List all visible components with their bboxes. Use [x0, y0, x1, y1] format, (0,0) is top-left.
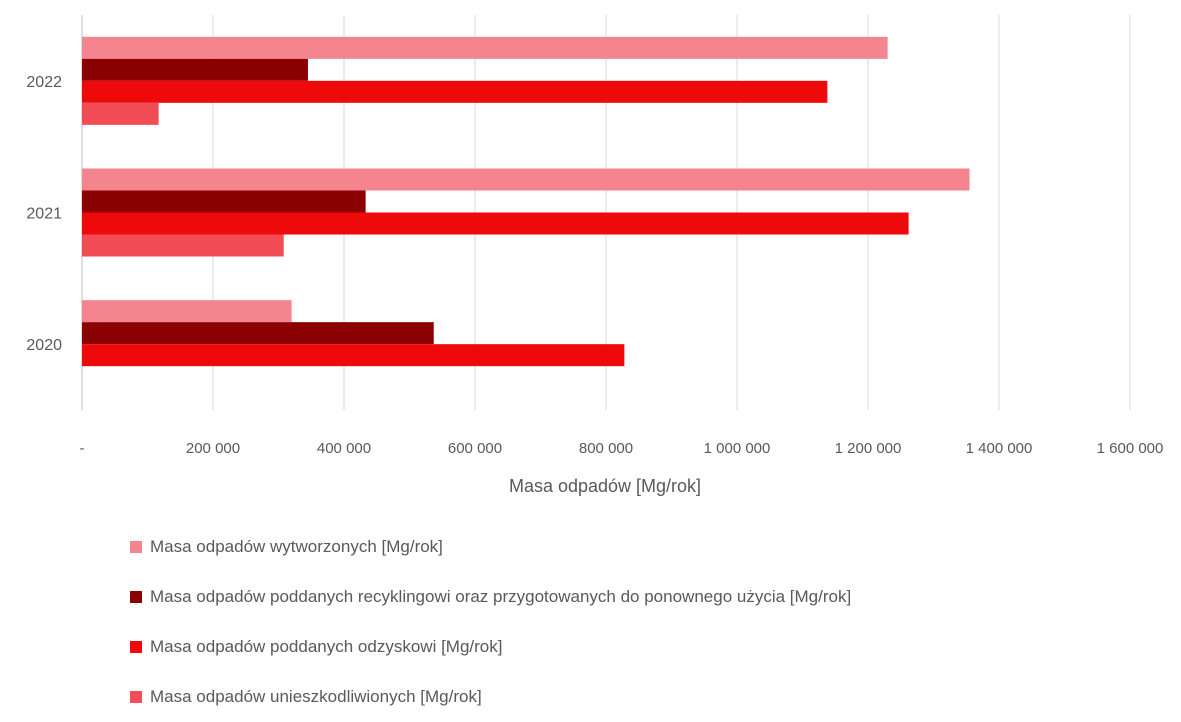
bar	[82, 212, 909, 235]
legend-item: Masa odpadów wytworzonych [Mg/rok]	[130, 522, 851, 572]
x-tick-label: 400 000	[317, 440, 371, 457]
bar	[82, 322, 434, 345]
legend-label: Masa odpadów unieszkodliwionych [Mg/rok]	[150, 687, 482, 706]
bar	[82, 234, 284, 257]
bar	[82, 80, 828, 103]
x-tick-label: 1 600 000	[1097, 440, 1164, 457]
bar	[82, 58, 308, 81]
legend-item: Masa odpadów poddanych odzyskowi [Mg/rok…	[130, 622, 851, 672]
bar	[82, 168, 970, 191]
bar	[82, 36, 888, 59]
legend-swatch	[130, 691, 142, 703]
category-label: 2020	[26, 337, 62, 354]
x-tick-label: 1 200 000	[835, 440, 902, 457]
bar	[82, 190, 366, 213]
legend-label: Masa odpadów wytworzonych [Mg/rok]	[150, 537, 443, 556]
x-tick-label: 600 000	[448, 440, 502, 457]
category-label: 2022	[26, 74, 62, 91]
legend-swatch	[130, 541, 142, 553]
x-tick-label: 200 000	[186, 440, 240, 457]
x-tick-label: 800 000	[579, 440, 633, 457]
x-tick-label: -	[80, 440, 85, 457]
category-label: 2021	[26, 206, 62, 223]
legend-label: Masa odpadów poddanych odzyskowi [Mg/rok…	[150, 637, 503, 656]
chart-legend: Masa odpadów wytworzonych [Mg/rok] Masa o…	[130, 522, 851, 722]
bar	[82, 300, 292, 323]
legend-item: Masa odpadów poddanych recyklingowi oraz…	[130, 572, 851, 622]
bar-chart-plot: 2020 2021 2022 - 200 000 400 000 600 000 800 00…	[26, 15, 1164, 496]
chart: 2020 2021 2022 - 200 000 400 000 600 000 800 00…	[26, 15, 1164, 706]
legend-swatch	[130, 591, 142, 603]
bar	[82, 344, 625, 367]
legend-swatch	[130, 641, 142, 653]
x-axis-title: Masa odpadów [Mg/rok]	[509, 476, 701, 496]
x-tick-label: 1 000 000	[704, 440, 771, 457]
x-tick-label: 1 400 000	[966, 440, 1033, 457]
legend-item: Masa odpadów unieszkodliwionych [Mg/rok]	[130, 672, 851, 722]
legend-label: Masa odpadów poddanych recyklingowi oraz…	[150, 587, 852, 606]
bar	[82, 102, 159, 125]
